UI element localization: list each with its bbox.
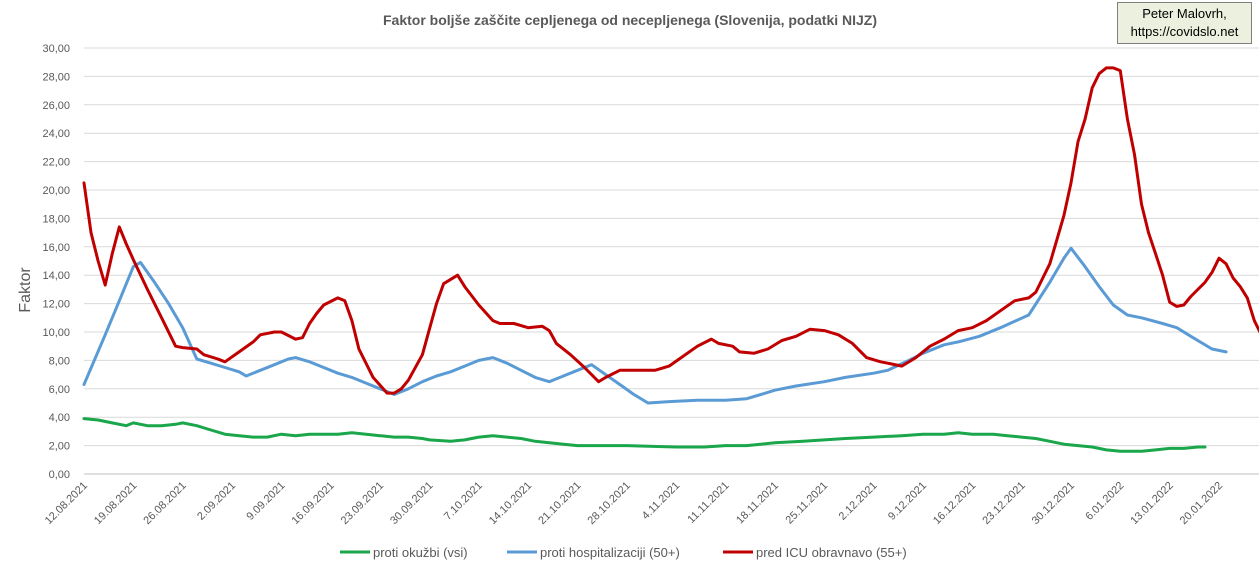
x-tick-label: 19.08.2021: [92, 480, 139, 527]
x-tick-label: 25.11.2021: [784, 480, 831, 527]
y-tick-label: 0,00: [49, 469, 70, 481]
x-tick-label: 11.11.2021: [685, 480, 731, 526]
chart-title: Faktor boljše zaščite cepljenega od nece…: [383, 12, 877, 28]
series-line-2: [82, 246, 1228, 405]
x-tick-label: 30.09.2021: [388, 480, 435, 527]
legend: proti okužbi (vsi) proti hospitalizaciji …: [340, 545, 907, 560]
x-tick-label: 14.10.2021: [487, 480, 534, 527]
series-lines: [82, 66, 1259, 453]
y-axis-ticks: 0,00 2,00 4,00 6,00 8,00 10,00 12,00 14,00 16,00…: [42, 43, 70, 481]
y-tick-label: 8,00: [49, 355, 70, 367]
legend-label-2: proti hospitalizaciji (50+): [540, 545, 680, 560]
credit-box: Peter Malovrh, https://covidslo.net: [1117, 2, 1252, 44]
legend-label-1: proti okužbi (vsi): [373, 545, 468, 560]
x-tick-label: 6.01.2022: [1083, 480, 1126, 523]
x-tick-label: 21.10.2021: [536, 480, 583, 527]
y-tick-label: 28,00: [42, 71, 70, 83]
y-tick-label: 6,00: [49, 384, 70, 396]
x-axis-ticks: 12.08.2021 19.08.2021 26.08.2021 2.09.2021 9…: [43, 480, 1225, 527]
gridlines: [84, 47, 1259, 475]
y-tick-label: 10,00: [42, 327, 70, 339]
x-tick-label: 4.11.2021: [640, 480, 683, 523]
y-tick-label: 30,00: [42, 43, 70, 55]
x-tick-label: 9.12.2021: [886, 480, 929, 523]
y-tick-label: 20,00: [42, 185, 70, 197]
series-line-1: [82, 417, 1207, 453]
x-tick-label: 2.12.2021: [837, 480, 880, 523]
x-tick-label: 13.01.2022: [1128, 480, 1175, 527]
y-tick-label: 26,00: [42, 100, 70, 112]
x-tick-label: 2.09.2021: [195, 480, 238, 523]
credit-author: Peter Malovrh,: [1142, 6, 1227, 21]
x-tick-label: 26.08.2021: [141, 480, 188, 527]
series-line-3: [82, 66, 1259, 395]
y-tick-label: 12,00: [42, 299, 70, 311]
x-tick-label: 16.12.2021: [931, 480, 978, 527]
x-tick-label: 30.12.2021: [1030, 480, 1077, 527]
x-tick-label: 20.01.2022: [1178, 480, 1225, 527]
y-tick-label: 16,00: [42, 242, 70, 254]
y-tick-label: 14,00: [42, 270, 70, 282]
legend-label-3: pred ICU obravnavo (55+): [756, 545, 907, 560]
x-tick-label: 7.10.2021: [442, 480, 485, 523]
x-tick-label: 16.09.2021: [289, 480, 336, 527]
y-tick-label: 4,00: [49, 412, 70, 424]
x-tick-label: 9.09.2021: [244, 480, 287, 523]
y-tick-label: 22,00: [42, 157, 70, 169]
y-axis-label: Faktor: [17, 267, 34, 313]
y-tick-label: 24,00: [42, 128, 70, 140]
x-tick-label: 28.10.2021: [586, 480, 633, 527]
x-tick-label: 18.11.2021: [734, 480, 781, 527]
x-tick-label: 12.08.2021: [43, 480, 90, 527]
x-tick-label: 23.09.2021: [339, 480, 386, 527]
y-tick-label: 2,00: [49, 441, 70, 453]
y-tick-label: 18,00: [42, 213, 70, 225]
x-tick-label: 23.12.2021: [980, 480, 1027, 527]
credit-link[interactable]: https://covidslo.net: [1130, 24, 1239, 39]
